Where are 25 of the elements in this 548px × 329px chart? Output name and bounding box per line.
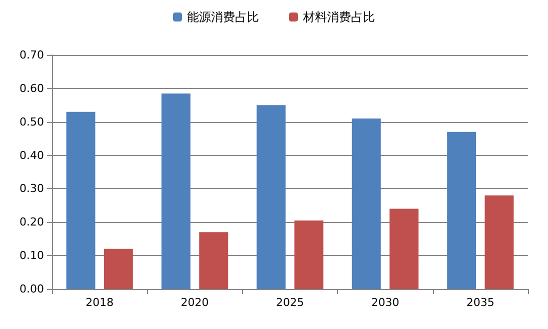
y-tick-label: 0.00	[20, 282, 44, 296]
bar	[199, 232, 228, 289]
x-tick-label: 2035	[466, 296, 494, 309]
y-tick-label: 0.30	[20, 182, 44, 196]
x-tick-label: 2025	[276, 296, 304, 309]
x-tick-label: 2020	[180, 296, 209, 309]
bar	[484, 195, 514, 289]
y-tick-label: 0.20	[20, 216, 44, 229]
x-tick-label: 2018	[86, 296, 114, 309]
y-tick-label: 0.70	[20, 48, 44, 62]
y-tick-label: 0.60	[20, 82, 44, 95]
legend-label: 能源消费占比	[187, 10, 259, 24]
bar	[294, 220, 324, 289]
bar	[104, 248, 133, 289]
y-tick-label: 0.10	[20, 249, 44, 262]
legend-label: 材料消费占比	[302, 10, 375, 24]
bar	[352, 118, 381, 289]
y-tick-label: 0.50	[20, 115, 44, 128]
y-tick-label: 0.40	[20, 148, 44, 162]
bar	[66, 112, 96, 289]
bar	[161, 93, 190, 289]
x-tick-label: 2030	[371, 296, 400, 309]
bar	[256, 105, 286, 289]
bar	[447, 132, 476, 289]
bar	[390, 208, 419, 289]
